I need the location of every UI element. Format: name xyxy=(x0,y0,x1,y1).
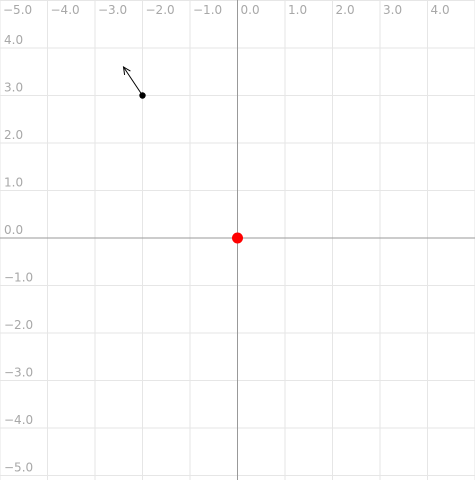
x-tick-label: −2.0 xyxy=(146,3,175,17)
y-tick-label: 4.0 xyxy=(4,33,23,47)
vector-arrow-head xyxy=(122,66,131,75)
x-tick-label: −4.0 xyxy=(51,3,80,17)
x-tick-label: −3.0 xyxy=(98,3,127,17)
data-point xyxy=(139,92,146,99)
x-tick-label: −1.0 xyxy=(193,3,222,17)
y-tick-label: −2.0 xyxy=(4,318,33,332)
x-tick-label: 1.0 xyxy=(288,3,307,17)
y-tick-label: −3.0 xyxy=(4,366,33,380)
vector-arrow-shaft xyxy=(123,66,143,96)
y-tick-label: −5.0 xyxy=(4,461,33,475)
x-tick-label: 4.0 xyxy=(431,3,450,17)
y-tick-label: 2.0 xyxy=(4,128,23,142)
y-tick-labels: 4.0 3.0 2.0 1.0 0.0 −1.0 −2.0 −3.0 −4.0 −5.0 xyxy=(4,33,33,475)
origin-point xyxy=(232,232,243,244)
x-tick-label: 0.0 xyxy=(241,3,260,17)
data-marks xyxy=(122,66,243,244)
y-tick-label: −1.0 xyxy=(4,271,33,285)
x-tick-label: 3.0 xyxy=(383,3,402,17)
x-tick-labels: −5.0 −4.0 −3.0 −2.0 −1.0 0.0 1.0 2.0 3.0 4.0 xyxy=(3,3,450,17)
x-tick-label: −5.0 xyxy=(3,3,32,17)
x-tick-label: 2.0 xyxy=(336,3,355,17)
y-tick-label: 0.0 xyxy=(4,223,23,237)
y-tick-label: −4.0 xyxy=(4,413,33,427)
y-tick-label: 3.0 xyxy=(4,81,23,95)
y-tick-label: 1.0 xyxy=(4,176,23,190)
